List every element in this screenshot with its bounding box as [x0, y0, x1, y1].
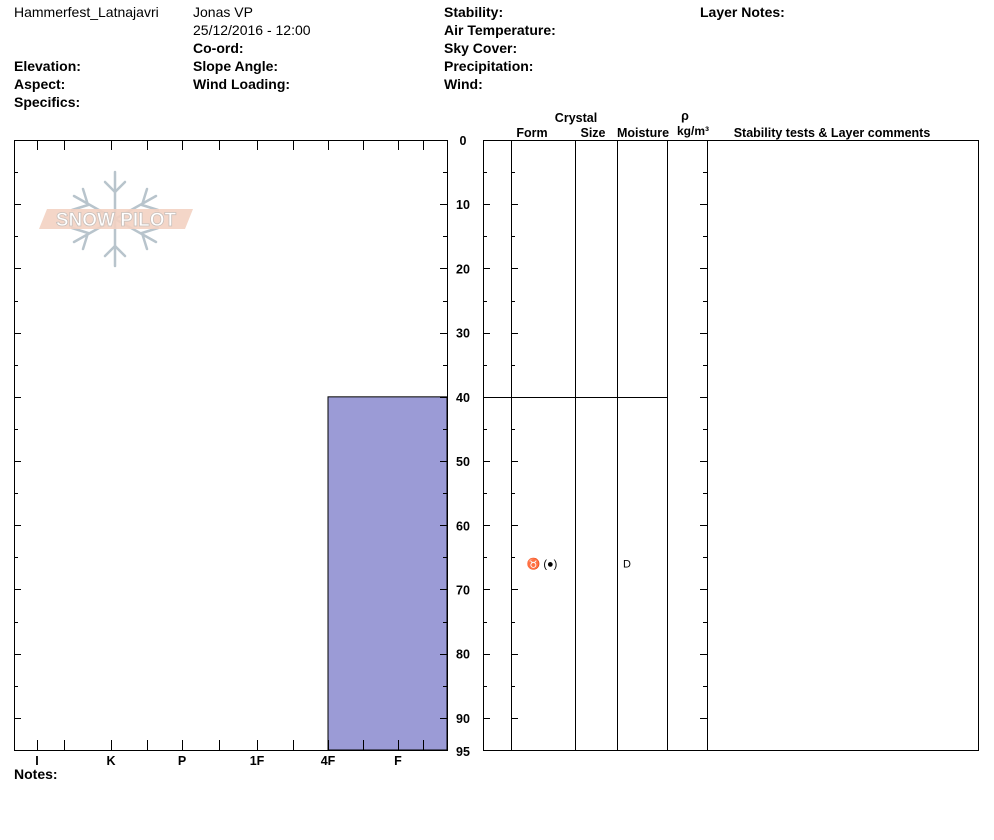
observation-datetime: 25/12/2016 - 12:00 — [193, 22, 311, 38]
hardness-plot-frame — [14, 140, 448, 751]
wind-label: Wind: — [444, 76, 483, 92]
logo-text: SNOW PILOT — [56, 210, 177, 231]
layer-notes-label: Layer Notes: — [700, 4, 785, 20]
location-name: Hammerfest_Latnajavri — [14, 4, 159, 20]
layer-table-column-lines — [511, 140, 708, 750]
notes-label: Notes: — [14, 766, 58, 782]
layer-attributes: ♉ (●) D — [527, 557, 631, 570]
hardness-label: K — [106, 754, 115, 768]
snow-pilot-logo: SNOW PILOT — [39, 170, 193, 268]
slope-angle-label: Slope Angle: — [193, 58, 279, 74]
depth-label-bottom: 95 — [456, 745, 470, 759]
depth-axis-labels: 0 10 20 30 40 50 60 70 80 90 95 — [456, 134, 470, 759]
hardness-label: 1F — [250, 754, 265, 768]
column-header-rho: ρ — [681, 109, 689, 123]
hardness-label: P — [178, 754, 186, 768]
hardness-label: F — [394, 754, 402, 768]
column-header-form: Form — [516, 126, 547, 140]
layer-table-ticks — [483, 140, 707, 751]
layer-moisture: D — [623, 558, 631, 570]
hardness-label: 4F — [321, 754, 336, 768]
column-header-comments: Stability tests & Layer comments — [734, 126, 931, 140]
depth-label: 30 — [456, 327, 470, 341]
sky-cover-label: Sky Cover: — [444, 40, 518, 56]
layer-table-frame — [483, 140, 979, 751]
column-header-density-unit: kg/m³ — [677, 124, 709, 138]
column-header-crystal: Crystal — [555, 111, 597, 125]
depth-label: 20 — [456, 262, 470, 276]
depth-label: 70 — [456, 583, 470, 597]
precipitation-label: Precipitation: — [444, 58, 534, 74]
hardness-bar-0 — [327, 396, 448, 751]
hardness-plot-ticks — [14, 140, 447, 751]
air-temperature-label: Air Temperature: — [444, 22, 556, 38]
depth-label: 90 — [456, 712, 470, 726]
depth-label: 50 — [456, 455, 470, 469]
observer-name: Jonas VP — [193, 4, 253, 20]
stability-label: Stability: — [444, 4, 504, 20]
depth-label: 60 — [456, 519, 470, 533]
wind-loading-label: Wind Loading: — [193, 76, 291, 92]
layer-form-symbol: ♉ (●) — [527, 557, 558, 570]
depth-label: 0 — [460, 134, 467, 148]
depth-label: 10 — [456, 198, 470, 212]
hardness-axis-labels: I K P 1F 4F F — [35, 754, 402, 768]
coord-label: Co-ord: — [193, 40, 244, 56]
elevation-label: Elevation: — [14, 58, 81, 74]
specifics-label: Specifics: — [14, 94, 81, 110]
aspect-label: Aspect: — [14, 76, 66, 92]
hardness-label: I — [35, 754, 38, 768]
depth-label: 80 — [456, 648, 470, 662]
column-header-size: Size — [580, 126, 605, 140]
column-header-moisture: Moisture — [617, 126, 669, 140]
hardness-bars — [327, 396, 448, 751]
depth-label: 40 — [456, 391, 470, 405]
